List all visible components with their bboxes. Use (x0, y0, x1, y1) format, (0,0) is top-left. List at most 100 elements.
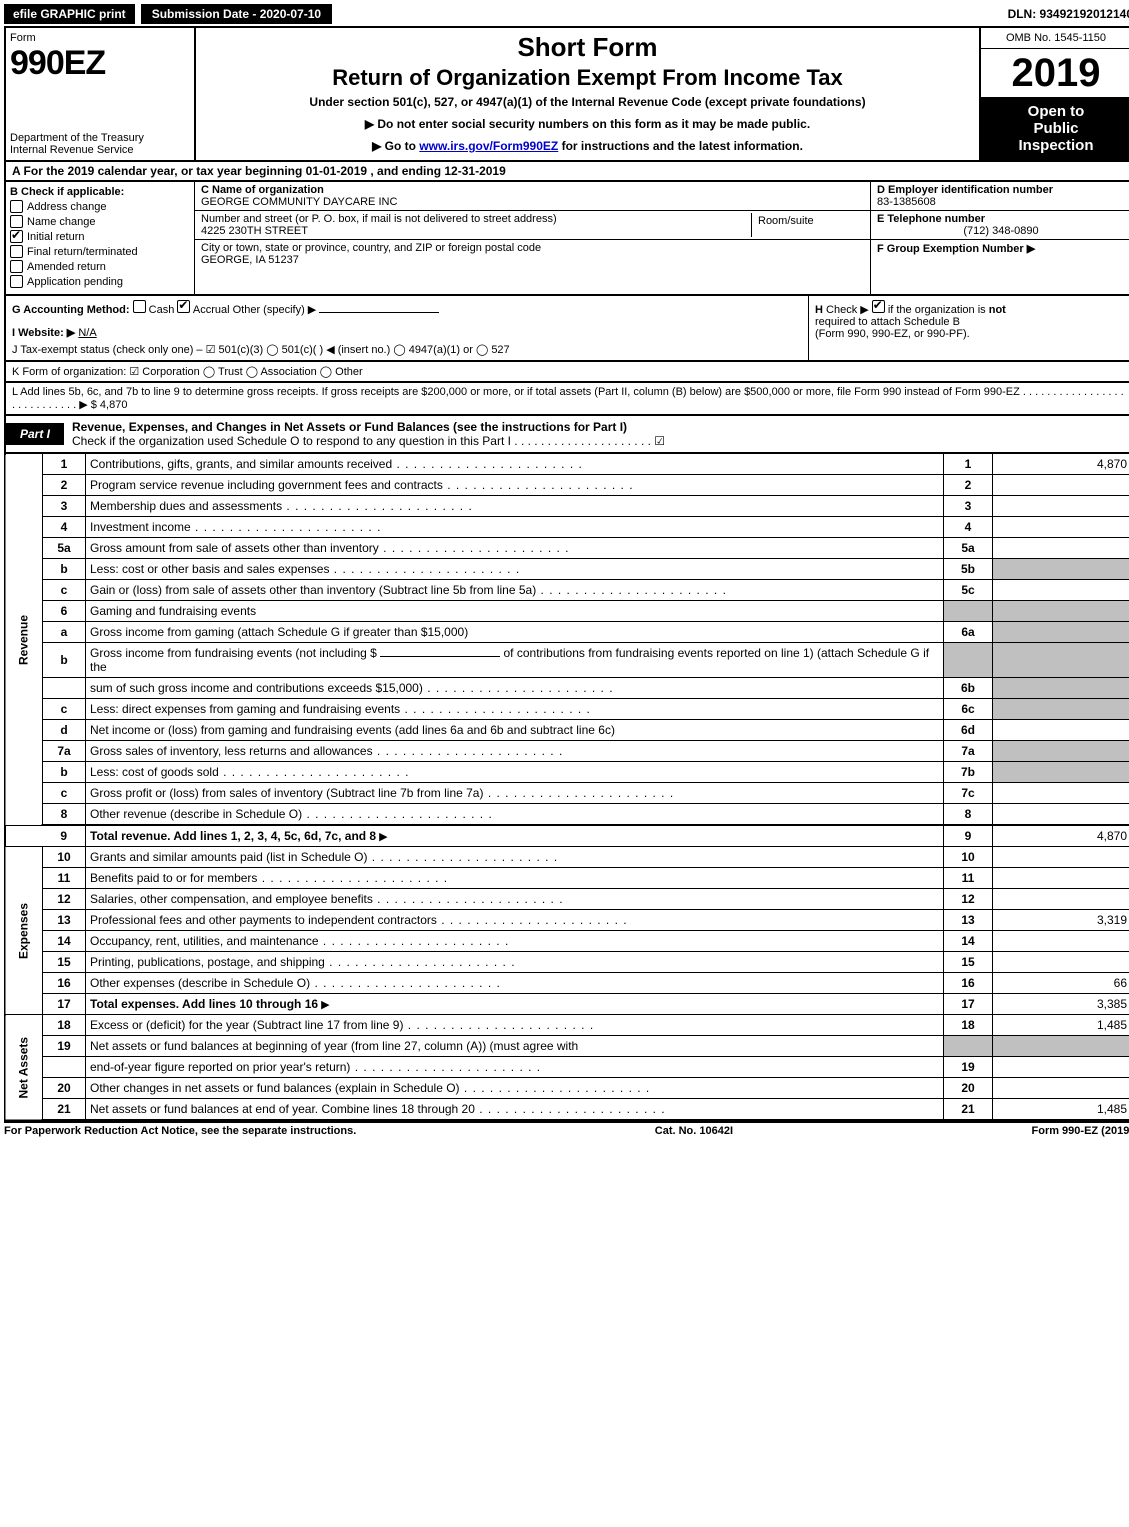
l5a-desc: Gross amount from sale of assets other t… (90, 541, 570, 555)
l6b-sub: 6b (944, 678, 993, 699)
checkbox-address[interactable] (10, 200, 23, 213)
submission-date-button[interactable]: Submission Date - 2020-07-10 (141, 4, 332, 24)
l6c-desc: Less: direct expenses from gaming and fu… (90, 702, 591, 716)
section-c: C Name of organization GEORGE COMMUNITY … (195, 182, 870, 294)
lbl-name: Name change (27, 216, 96, 228)
l1-no: 1 (944, 454, 993, 475)
efile-print-button[interactable]: efile GRAPHIC print (4, 4, 135, 24)
form-number: 990EZ (10, 44, 190, 83)
l10-no: 10 (944, 847, 993, 868)
checkbox-accrual[interactable] (177, 300, 190, 313)
checkbox-final[interactable] (10, 245, 23, 258)
subtitle: Under section 501(c), 527, or 4947(a)(1)… (206, 95, 969, 109)
irs-link[interactable]: www.irs.gov/Form990EZ (419, 139, 558, 153)
l5c-desc: Gain or (loss) from sale of assets other… (86, 580, 944, 601)
part1-schedo: Check if the organization used Schedule … (72, 434, 665, 448)
h-line2: required to attach Schedule B (815, 316, 1125, 328)
footer-center: Cat. No. 10642I (655, 1125, 733, 1137)
checkbox-amended[interactable] (10, 260, 23, 273)
l6b3-desc: sum of such gross income and contributio… (90, 681, 614, 695)
lbl-cash: Cash (149, 304, 175, 316)
l4-no: 4 (944, 517, 993, 538)
street-value: 4225 230TH STREET (201, 225, 751, 237)
l5c-no: 5c (944, 580, 993, 601)
group-exemption-label: F Group Exemption Number ▶ (877, 243, 1035, 255)
checkbox-initial[interactable] (10, 230, 23, 243)
room-label: Room/suite (751, 213, 864, 237)
part1-header: Part I Revenue, Expenses, and Changes in… (4, 416, 1129, 454)
l21-desc: Net assets or fund balances at end of ye… (86, 1099, 944, 1121)
l14-no: 14 (944, 931, 993, 952)
l20-no: 20 (944, 1078, 993, 1099)
j-text: J Tax-exempt status (check only one) – ☑… (12, 343, 802, 356)
l6b-amount-input[interactable] (380, 656, 500, 657)
g-label: G Accounting Method: (12, 304, 130, 316)
l2-desc: Program service revenue including govern… (86, 475, 944, 496)
l21-amt: 1,485 (993, 1099, 1129, 1121)
open3: Inspection (983, 137, 1129, 154)
l15-desc: Printing, publications, postage, and shi… (86, 952, 944, 973)
ein-label: D Employer identification number (877, 184, 1125, 196)
l6d-no: 6d (944, 720, 993, 741)
lines-table: Revenue 1Contributions, gifts, grants, a… (4, 454, 1129, 1121)
l11-desc: Benefits paid to or for members (86, 868, 944, 889)
form-word: Form (10, 32, 190, 44)
l6b1-desc: Gross income from fundraising events (no… (90, 646, 377, 660)
open-public-badge: Open to Public Inspection (981, 97, 1129, 160)
l12-no: 12 (944, 889, 993, 910)
form-header: Form 990EZ Department of the Treasury In… (4, 28, 1129, 162)
l7b-sub: 7b (944, 762, 993, 783)
l-row: L Add lines 5b, 6c, and 7b to line 9 to … (4, 383, 1129, 416)
instr2-pre: ▶ Go to (372, 139, 419, 153)
page-footer: For Paperwork Reduction Act Notice, see … (4, 1121, 1129, 1137)
l6c-sub: 6c (944, 699, 993, 720)
l19a-desc: Net assets or fund balances at beginning… (86, 1036, 944, 1057)
l5b-sub: 5b (944, 559, 993, 580)
l9-desc: Total revenue. Add lines 1, 2, 3, 4, 5c,… (90, 829, 376, 843)
dept-label: Department of the Treasury (10, 132, 190, 144)
l5a-sub: 5a (944, 538, 993, 559)
l20-desc: Other changes in net assets or fund bala… (86, 1078, 944, 1099)
l1-desc: Contributions, gifts, grants, and simila… (86, 454, 944, 475)
city-label: City or town, state or province, country… (201, 242, 864, 254)
l15-no: 15 (944, 952, 993, 973)
l18-amt: 1,485 (993, 1015, 1129, 1036)
h-line3: (Form 990, 990-EZ, or 990-PF). (815, 328, 1125, 340)
l17-amt: 3,385 (993, 994, 1129, 1015)
l13-no: 13 (944, 910, 993, 931)
dln-label: DLN: 93492192012140 (1008, 7, 1129, 21)
l6-desc: Gaming and fundraising events (86, 601, 944, 622)
l10-desc: Grants and similar amounts paid (list in… (86, 847, 944, 868)
l4-desc: Investment income (86, 517, 944, 538)
l9-no: 9 (944, 825, 993, 847)
phone-label: E Telephone number (877, 213, 1125, 225)
lbl-pending: Application pending (27, 276, 123, 288)
l16-no: 16 (944, 973, 993, 994)
l12-desc: Salaries, other compensation, and employ… (86, 889, 944, 910)
l7a-sub: 7a (944, 741, 993, 762)
checkbox-h[interactable] (872, 300, 885, 313)
checkbox-name[interactable] (10, 215, 23, 228)
l5b-desc: Less: cost or other basis and sales expe… (90, 562, 520, 576)
l18-desc: Excess or (deficit) for the year (Subtra… (86, 1015, 944, 1036)
l16-amt: 66 (993, 973, 1129, 994)
c-name-label: C Name of organization (201, 184, 864, 196)
side-netassets: Net Assets (5, 1015, 43, 1121)
checkbox-cash[interactable] (133, 300, 146, 313)
other-input[interactable] (319, 312, 439, 313)
street-label: Number and street (or P. O. box, if mail… (201, 213, 751, 225)
title-return: Return of Organization Exempt From Incom… (206, 65, 969, 91)
checkbox-pending[interactable] (10, 275, 23, 288)
org-name: GEORGE COMMUNITY DAYCARE INC (201, 196, 864, 208)
l3-no: 3 (944, 496, 993, 517)
l1-amt: 4,870 (993, 454, 1129, 475)
i-label: I Website: ▶ (12, 327, 75, 339)
open2: Public (983, 120, 1129, 137)
entity-box: B Check if applicable: Address change Na… (4, 182, 1129, 296)
instruction-ssn: ▶ Do not enter social security numbers o… (206, 117, 969, 131)
l17-desc: Total expenses. Add lines 10 through 16 (90, 997, 318, 1011)
lbl-initial: Initial return (27, 231, 84, 243)
l7a-desc: Gross sales of inventory, less returns a… (90, 744, 563, 758)
l13-amt: 3,319 (993, 910, 1129, 931)
omb-number: OMB No. 1545-1150 (981, 28, 1129, 49)
